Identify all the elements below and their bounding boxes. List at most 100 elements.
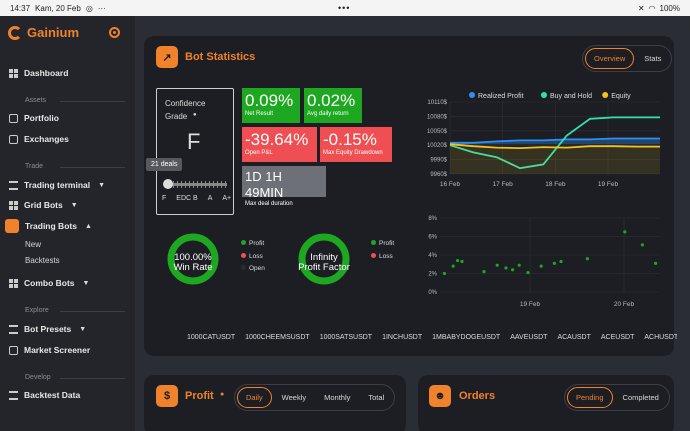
win-rate-text: 100.00% Win Rate: [160, 253, 226, 273]
sidebar-subitem-backtests[interactable]: Backtests: [25, 256, 60, 265]
profit-factor-label: Profit Factor: [298, 262, 350, 273]
open-dot-icon: [241, 265, 246, 270]
profit-period-toggle: Daily Weekly Monthly Total: [234, 384, 396, 411]
sidebar-item-market-screener[interactable]: Market Screener: [9, 345, 90, 355]
tab-completed[interactable]: Completed: [622, 393, 659, 402]
sidebar-item-grid-bots[interactable]: Grid Bots ▼: [9, 200, 78, 210]
symbol-label[interactable]: ACAUSDT: [557, 334, 591, 341]
symbol-label[interactable]: ACEUSDT: [600, 334, 635, 341]
sidebar-item-trading-terminal[interactable]: Trading terminal ▼: [9, 180, 105, 190]
net-result-label: Net Result: [245, 111, 274, 117]
terminal-icon: [9, 180, 18, 190]
grade-scale-label: A+: [222, 195, 232, 202]
scatter-point: [504, 266, 508, 270]
x-tick-label: 19 Feb: [520, 301, 541, 308]
loss-dot-icon: [241, 252, 246, 258]
symbol-label[interactable]: 1000CATUSDT: [187, 334, 236, 341]
profit-factor-ring: [298, 233, 350, 285]
chevron-down-icon: ▼: [98, 181, 106, 189]
x-tick-label: 18 Feb: [545, 181, 566, 188]
theme-toggle-icon[interactable]: [109, 27, 120, 38]
symbol-label[interactable]: 1000SATSUSDT: [319, 334, 373, 341]
card-title: Bot Statistics: [185, 51, 256, 63]
scatter-point: [482, 270, 486, 274]
chevron-down-icon: ▼: [82, 279, 90, 287]
logo-text: Gainium: [27, 25, 80, 40]
sidebar-item-label: Grid Bots: [24, 200, 63, 210]
logo[interactable]: Gainium: [8, 25, 79, 40]
grade-slider-thumb[interactable]: [163, 179, 173, 189]
tab-daily[interactable]: Daily: [237, 387, 272, 408]
tab-overview[interactable]: Overview: [585, 48, 635, 69]
view-toggle: Overview Stats: [582, 45, 673, 72]
combo-icon: [9, 278, 18, 288]
scatter-point: [456, 258, 460, 263]
sidebar-item-combo-bots[interactable]: Combo Bots ▼: [9, 278, 89, 288]
sidebar-item-label: Market Screener: [24, 345, 91, 355]
symbol-label[interactable]: 1MBABYDOGEUSDT: [432, 334, 501, 341]
symbol-label[interactable]: ACHUSDT: [644, 334, 677, 341]
grade-label: Grade: [165, 112, 188, 121]
bot-statistics-card: [144, 36, 674, 356]
notification-dots-icon: ···: [97, 3, 106, 13]
symbol-label[interactable]: AAVEUSDT: [510, 334, 548, 341]
symbol-label[interactable]: 1INCHUSDT: [382, 334, 423, 341]
tab-monthly[interactable]: Monthly: [324, 393, 351, 402]
exchange-icon: [9, 134, 18, 144]
dashboard-icon: [9, 68, 18, 78]
open-pl-label: Open P&L: [245, 150, 273, 156]
y-tick-label: 4%: [428, 253, 437, 259]
mute-icon: ✕: [637, 3, 645, 13]
series-line: [450, 137, 660, 144]
scatter-point: [640, 243, 644, 247]
legend-marker: [541, 92, 547, 98]
net-result-value: 0.09%: [245, 91, 294, 110]
symbol-label[interactable]: 1000CHEEMSUSDT: [245, 334, 310, 341]
screener-icon: [9, 345, 18, 355]
grade-scale-label: EDC B: [176, 195, 198, 202]
series-area: [450, 144, 660, 174]
info-icon[interactable]: ●: [193, 112, 197, 118]
max-drawdown-value: -0.15%: [323, 130, 377, 149]
scatter-point: [495, 263, 499, 267]
profit-factor-text: Infinity Profit Factor: [286, 253, 362, 273]
clock: 14:37: [10, 3, 31, 13]
y-tick-label: 2%: [428, 272, 437, 278]
section-assets: Assets: [25, 97, 47, 104]
tab-total[interactable]: Total: [368, 393, 385, 402]
window-handle-icon[interactable]: •••: [338, 3, 351, 13]
sidebar-item-bot-presets[interactable]: Bot Presets ▼: [9, 324, 86, 334]
scatter-point: [442, 271, 446, 276]
tab-pending[interactable]: Pending: [567, 387, 613, 408]
sidebar-item-exchanges[interactable]: Exchanges: [9, 134, 69, 144]
section-explore: Explore: [25, 307, 49, 314]
sidebar-item-dashboard[interactable]: Dashboard: [9, 68, 68, 78]
open-pl-value: -39.64%: [245, 130, 309, 149]
grade-slider-track[interactable]: [165, 183, 227, 186]
battery-level: 100%: [659, 3, 680, 13]
tab-stats[interactable]: Stats: [644, 54, 662, 63]
y-tick-label: 6%: [428, 235, 437, 241]
chevron-down-icon: ▼: [79, 325, 87, 333]
y-tick-label: 8%: [428, 216, 437, 222]
profit-factor-legend: Profit Loss: [371, 238, 394, 263]
tab-weekly[interactable]: Weekly: [281, 393, 307, 402]
y-tick-label: 10020$: [427, 143, 448, 149]
wifi-icon: ◠: [648, 3, 656, 13]
duration-value: 1D 1H 49MIN: [245, 169, 284, 200]
sidebar-item-label: Trading terminal: [24, 180, 91, 190]
chevron-up-icon: ▲: [84, 222, 92, 230]
loss-dot-icon: [371, 252, 376, 258]
scatter-point: [451, 264, 455, 268]
legend-label: Buy and Hold: [550, 93, 592, 100]
chevron-down-icon: ▼: [70, 201, 78, 209]
x-tick-label: 20 Feb: [614, 301, 635, 308]
sidebar-item-portfolio[interactable]: Portfolio: [9, 113, 59, 123]
sidebar-subitem-new[interactable]: New: [25, 240, 42, 249]
y-tick-label: 10110$: [427, 100, 447, 106]
grade-scale-label: F: [162, 195, 167, 202]
sidebar-item-backtest-data[interactable]: Backtest Data: [9, 390, 80, 400]
sidebar-item-trading-bots[interactable]: Trading Bots ▲: [5, 219, 92, 233]
info-icon[interactable]: ●: [220, 391, 225, 398]
y-tick-label: 0%: [428, 290, 437, 296]
